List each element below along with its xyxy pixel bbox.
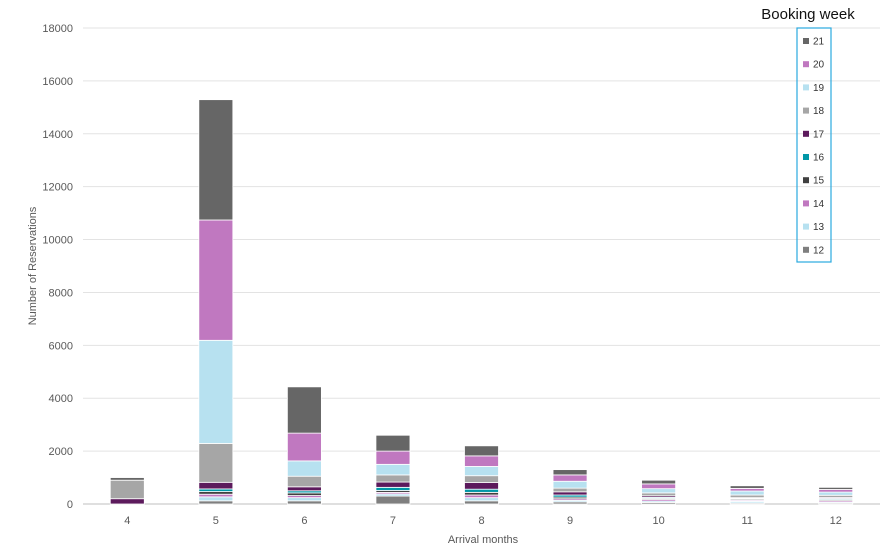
y-tick-label: 12000 xyxy=(42,182,73,194)
x-tick-label: 7 xyxy=(390,515,396,527)
bar-segment xyxy=(375,495,411,505)
bar-segment xyxy=(198,443,234,483)
y-tick-label: 4000 xyxy=(49,393,73,405)
legend-title: Booking week xyxy=(761,6,855,23)
x-tick-label: 9 xyxy=(567,515,573,527)
x-tick-label: 8 xyxy=(478,515,484,527)
bar-segment xyxy=(464,500,499,505)
legend-items: 21 20 19 18 17 16 15 14 13 12 xyxy=(803,37,825,256)
y-tick-label: 8000 xyxy=(49,287,73,299)
x-tick-label: 11 xyxy=(741,515,752,527)
bar-segment xyxy=(286,497,322,502)
bar-segment xyxy=(641,488,677,494)
y-tick-label: 6000 xyxy=(49,340,73,352)
legend: Booking week 21 20 19 18 17 16 15 14 13 12 xyxy=(761,6,855,263)
bar-segment xyxy=(464,466,499,477)
y-tick-label: 2000 xyxy=(49,446,73,458)
bar-segment xyxy=(198,500,234,505)
legend-label: 18 xyxy=(813,106,825,117)
legend-swatch xyxy=(803,107,809,114)
legend-swatch xyxy=(803,246,809,253)
x-tick-label: 5 xyxy=(213,515,219,527)
bar-segment xyxy=(729,485,765,489)
legend-frame xyxy=(796,27,832,263)
bar-segment xyxy=(552,480,588,489)
x-tick-label: 12 xyxy=(830,515,842,527)
bar-segment xyxy=(198,219,234,341)
bar-segment xyxy=(375,481,411,488)
legend-label: 17 xyxy=(813,129,825,140)
bar-segment xyxy=(464,455,499,467)
bar-segment xyxy=(375,474,411,483)
bar-segment xyxy=(286,432,322,462)
legend-label: 15 xyxy=(813,176,825,187)
bar-segment xyxy=(286,475,322,488)
bar-segment xyxy=(109,477,145,481)
x-axis-ticks: 4 5 6 7 8 9 10 11 12 xyxy=(124,515,842,527)
bar-segment xyxy=(109,479,145,500)
legend-swatch xyxy=(803,84,809,91)
y-tick-label: 0 xyxy=(67,499,73,511)
legend-label: 13 xyxy=(813,222,825,233)
bar-segment xyxy=(109,498,145,505)
legend-label: 14 xyxy=(813,199,825,210)
bar-segment xyxy=(552,474,588,482)
bar-segment xyxy=(286,386,322,434)
bar-segment xyxy=(198,339,234,444)
y-tick-label: 18000 xyxy=(42,23,73,35)
y-tick-label: 14000 xyxy=(42,129,73,141)
bar-segment xyxy=(464,475,499,483)
bars xyxy=(109,99,854,505)
legend-label: 19 xyxy=(813,83,825,94)
legend-swatch xyxy=(803,154,809,160)
legend-label: 16 xyxy=(813,153,825,164)
legend-swatch xyxy=(803,177,809,184)
legend-label: 21 xyxy=(813,37,825,48)
bar-segment xyxy=(818,486,854,490)
bar-segment xyxy=(375,434,411,452)
bar-segment xyxy=(641,483,677,490)
bar-segment xyxy=(729,490,765,496)
bar-segment xyxy=(286,500,322,505)
legend-swatch xyxy=(803,223,809,230)
bar-segment xyxy=(641,479,677,485)
bar-segment xyxy=(641,492,677,497)
x-tick-label: 4 xyxy=(124,515,130,527)
legend-swatch xyxy=(803,38,809,44)
x-tick-label: 10 xyxy=(652,515,664,527)
legend-label: 20 xyxy=(813,60,825,71)
bar-segment xyxy=(818,491,854,496)
x-tick-label: 6 xyxy=(301,515,307,527)
bar-segment xyxy=(286,486,322,492)
bar-segment xyxy=(375,463,411,476)
legend-swatch xyxy=(803,200,809,207)
x-axis-title: Arrival months xyxy=(448,534,519,546)
y-axis-ticks: 0 2000 4000 6000 8000 10000 12000 14000 16000 180… xyxy=(42,23,73,511)
bar-segment xyxy=(464,482,499,490)
bar-segment xyxy=(464,445,499,457)
bar-segment xyxy=(375,486,411,491)
bar-segment xyxy=(198,496,234,502)
legend-swatch xyxy=(803,61,809,68)
bar-segment xyxy=(464,497,499,502)
bar-segment xyxy=(464,488,499,493)
bar-segment xyxy=(552,487,588,493)
bar-segment xyxy=(552,469,588,476)
bar-segment xyxy=(552,491,588,496)
bar-segment xyxy=(198,99,234,221)
y-tick-label: 16000 xyxy=(42,76,73,88)
y-axis-title: Number of Reservations xyxy=(27,206,39,325)
bar-segment xyxy=(198,481,234,490)
legend-swatch xyxy=(803,130,809,137)
y-tick-label: 10000 xyxy=(42,235,73,247)
bar-segment xyxy=(286,460,322,477)
bar-segment xyxy=(375,450,411,465)
legend-label: 12 xyxy=(813,245,825,256)
